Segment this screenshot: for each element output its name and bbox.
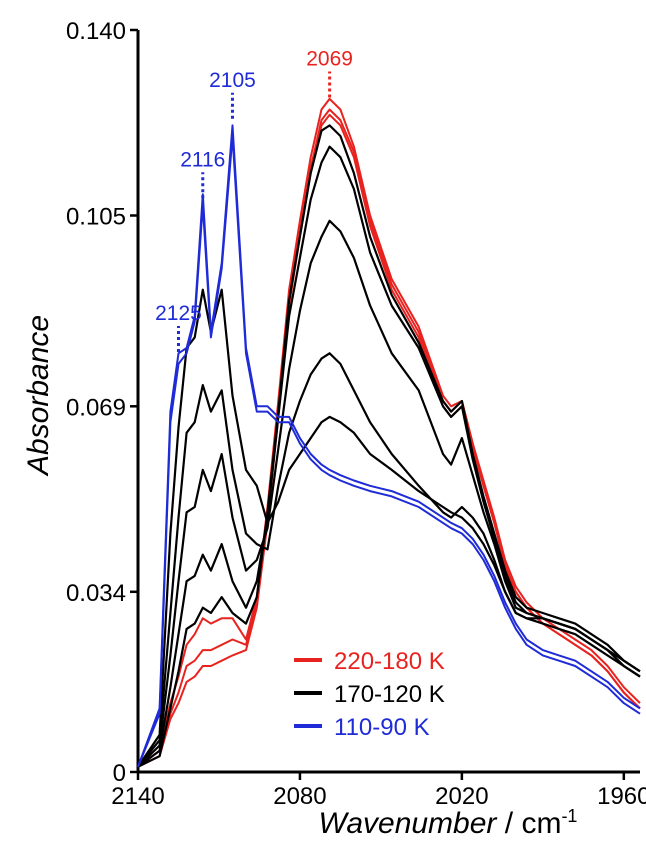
x-tick-label: 1960 [597,783,646,810]
series-line-black [137,352,641,768]
x-axis-title-main: Wavenumber [319,807,498,840]
y-tick-label: 0.140 [66,18,126,45]
legend-label-black: 170-120 K [334,681,445,708]
peak-label: 2116 [180,148,225,171]
x-tick-label: 2080 [273,783,326,810]
y-tick-label: 0 [113,760,126,787]
series-line-black [137,124,641,768]
y-axis-ticks: 0 0.034 0.069 0.105 0.140 [66,18,138,787]
spectra-series [137,97,641,768]
legend-label-blue: 110-90 K [334,714,430,741]
x-axis-title: Wavenumber / cm-1 [319,806,578,840]
series-line-black [137,219,641,768]
x-axis-ticks: 2140 2080 2020 1960 [111,772,646,810]
peak-label: 2069 [306,48,353,71]
series-line-black [137,288,641,768]
x-axis-unit-exponent: -1 [561,806,577,826]
y-tick-label: 0.069 [66,394,126,421]
series-line-blue [137,135,641,768]
legend-label-red: 220-180 K [334,648,445,675]
peak-annotations: 2125 2116 2105 2069 [155,48,353,352]
x-tick-label: 2020 [435,783,488,810]
legend: 220-180 K 170-120 K 110-90 K [294,648,445,741]
peak-label: 2105 [209,69,256,92]
peak-label: 2125 [155,302,202,325]
x-axis-title-separator: / [496,807,521,840]
x-tick-label: 2140 [111,783,164,810]
y-tick-label: 0.105 [66,204,126,231]
x-axis-unit: cm [521,807,561,840]
y-tick-label: 0.034 [66,580,126,607]
y-axis-title: Absorbance [22,315,55,477]
